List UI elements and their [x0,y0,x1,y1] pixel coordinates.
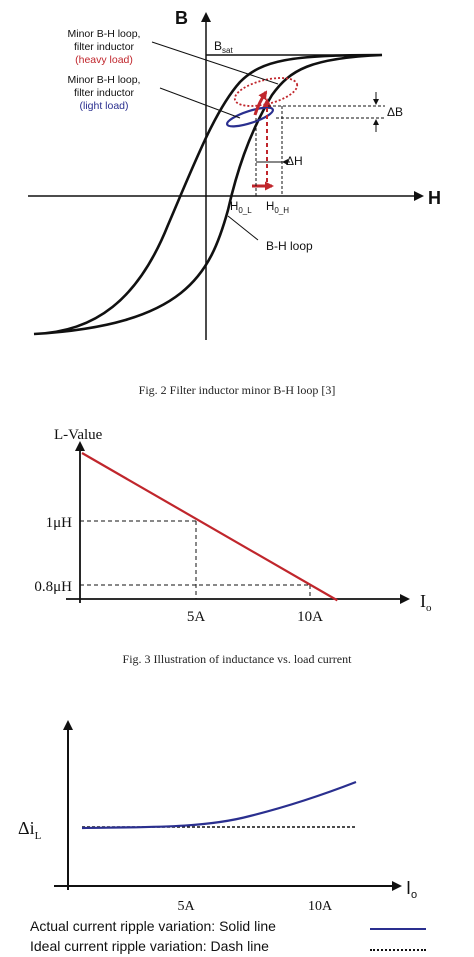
heavy-label-2: filter inductor [74,41,135,53]
x-tick-10A: 10A [297,609,323,625]
heavy-leader [151,41,279,85]
figure2-caption: Fig. 3 Illustration of inductance vs. lo… [122,652,352,666]
delta-b-label: ΔB [387,105,403,119]
h0h-label: H0_H [266,201,289,215]
legend-ideal-text: Ideal current ripple variation: Dash lin… [30,938,269,954]
h-axis-label: H [428,188,441,208]
bsat-label: Bsat [214,39,233,55]
y-tick-point-eight-uh: 0.8μH [34,579,72,595]
light-leader [159,87,241,119]
l-y-axis-label: L-Value [54,427,103,443]
light-label-2: filter inductor [74,87,135,99]
delta-h-label: ΔH [286,154,303,168]
bh-loop-diagram: B H Bsat Minor B-H loop, filter inductor… [28,8,441,340]
inductance-chart: L-Value Io 1μH 5A 0.8μH 10A [34,427,432,625]
heavy-label-1: Minor B-H loop, [68,28,141,40]
figure-ripple-vs-io: ΔiL Io 5A 10A [0,712,474,922]
b-axis-label: B [175,8,188,28]
light-label-3: (light load) [79,100,128,112]
l-x-axis-label: Io [420,591,432,614]
figure-bh-loop: B H Bsat Minor B-H loop, filter inductor… [0,0,474,360]
legend-ideal-swatch [370,949,426,951]
ripple-x-axis-label: Io [406,878,417,901]
heavy-label-3: (heavy load) [75,54,133,66]
ripple-x-tick-10a: 10A [308,899,333,914]
figure-l-vs-io: L-Value Io 1μH 5A 0.8μH 10A [0,415,474,645]
ripple-x-tick-5a: 5A [177,899,195,914]
legend-actual-swatch [370,928,426,930]
actual-ripple-line [81,780,357,830]
bh-loop-label: B-H loop [266,239,313,253]
h0l-label: H0_L [230,201,252,215]
inductance-line [81,452,338,602]
legend-actual-text: Actual current ripple variation: Solid l… [30,918,276,934]
light-minor-loop [225,106,275,128]
x-tick-5A: 5A [187,609,206,625]
ripple-chart: ΔiL Io 5A 10A [18,720,417,914]
legend-actual: Actual current ripple variation: Solid l… [30,918,276,934]
light-label-1: Minor B-H loop, [68,74,141,86]
ripple-legend: Actual current ripple variation: Solid l… [0,916,474,957]
figure1-caption: Fig. 2 Filter inductor minor B-H loop [3… [138,383,336,397]
load-shift-arrow [253,90,268,116]
ripple-y-axis-label: ΔiL [18,818,42,842]
y-tick-one-uh: 1μH [46,515,73,531]
legend-ideal: Ideal current ripple variation: Dash lin… [30,938,269,954]
bhloop-leader [227,215,259,241]
